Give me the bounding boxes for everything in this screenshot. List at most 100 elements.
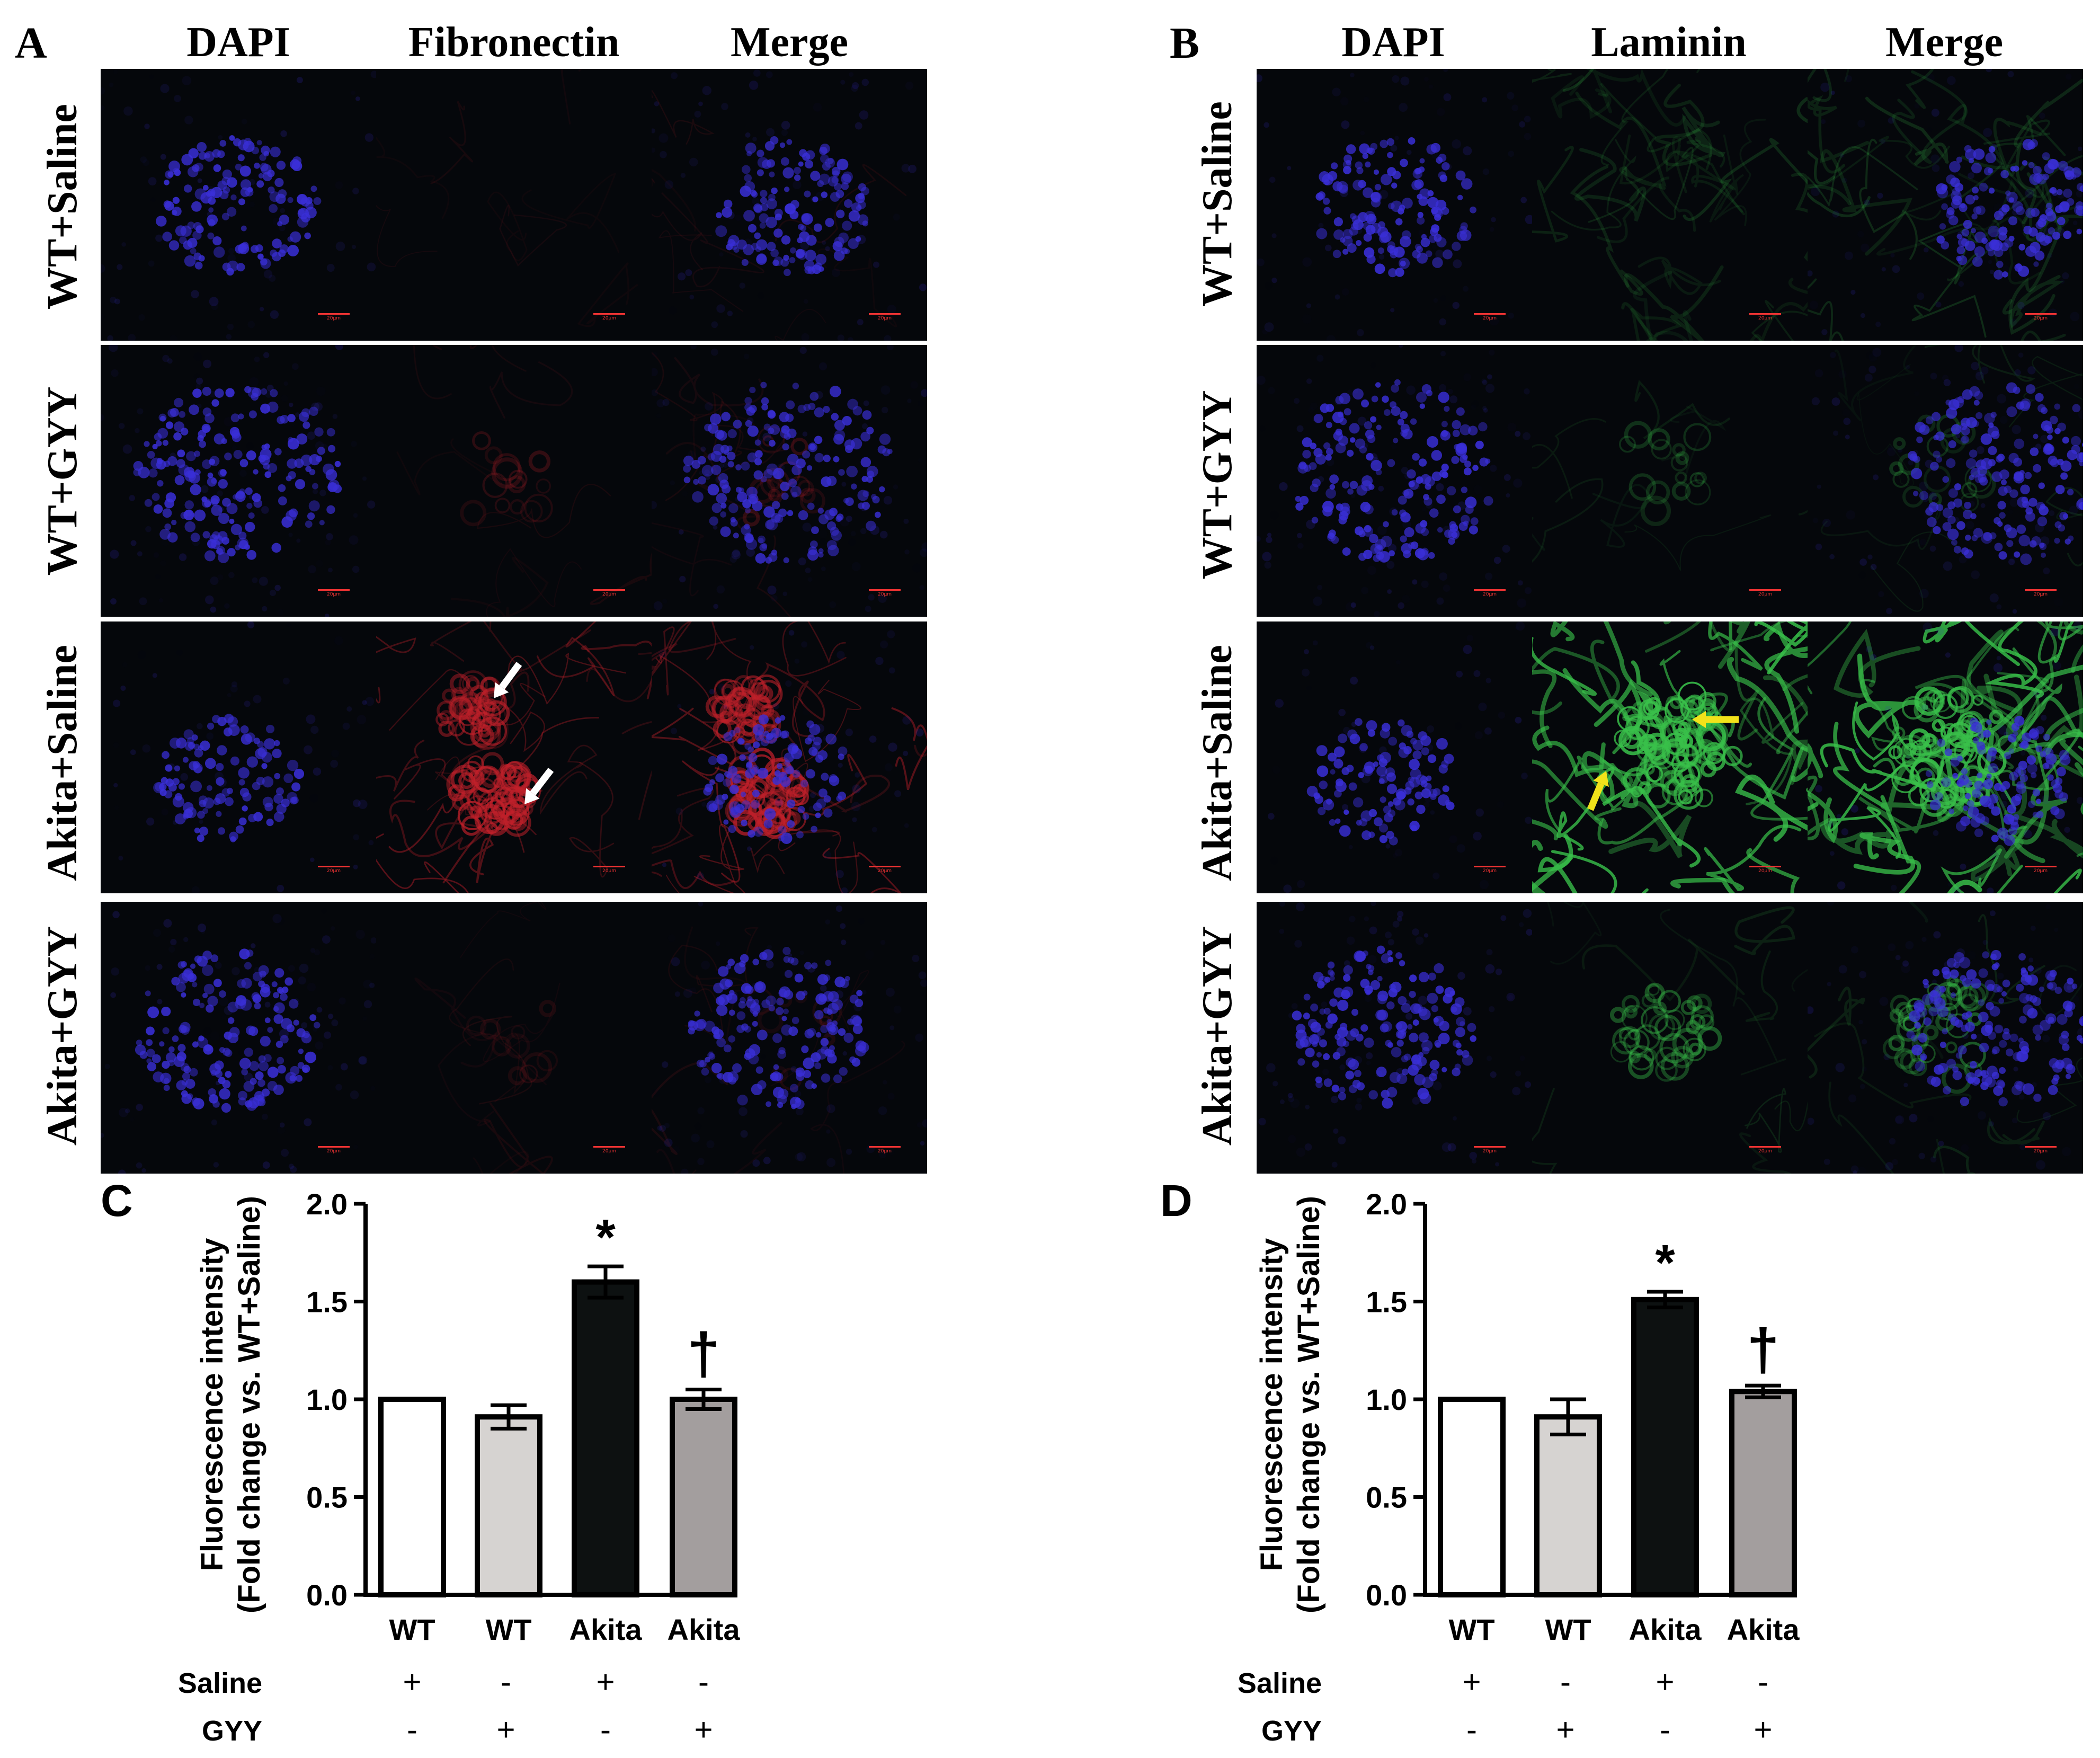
a-image-row: 20μm 20μm 20μm xyxy=(101,621,927,893)
scale-bar-label: 20μm xyxy=(602,316,616,321)
x-tick-label: Akita xyxy=(1629,1613,1702,1646)
b-tile-merge: 20μm xyxy=(1808,69,2083,341)
a-image-row: 20μm 20μm 20μm xyxy=(101,345,927,617)
scale-bar-label: 20μm xyxy=(327,868,341,874)
scale-bar-label: 20μm xyxy=(1758,592,1772,597)
b-image-row: 20μm 20μm 20μm xyxy=(1257,621,2083,893)
condition-mark: + xyxy=(596,1664,615,1700)
a-tile-dapi: 20μm xyxy=(101,621,376,893)
x-tick-label: WT xyxy=(1448,1613,1494,1646)
scale-bar-label: 20μm xyxy=(878,868,892,874)
scale-bar: 20μm xyxy=(593,313,625,326)
panel-b-row-wt-gyy: WT+GYY xyxy=(1194,390,1241,580)
error-bar xyxy=(588,1264,624,1300)
y-tick-label: 0.0 xyxy=(1366,1578,1407,1612)
panel-d-letter: D xyxy=(1160,1176,1193,1226)
scale-bar-label: 20μm xyxy=(1483,592,1497,597)
x-tick-label: Akita xyxy=(570,1613,643,1646)
scale-bar: 20μm xyxy=(318,1146,350,1159)
scale-bar-label: 20μm xyxy=(602,868,616,874)
error-bar xyxy=(491,1403,527,1431)
b-tile-dapi: 20μm xyxy=(1257,69,1532,341)
a-image-row: 20μm 20μm 20μm xyxy=(101,69,927,341)
panel-a-row-akita-gyy: Akita+GYY xyxy=(39,926,86,1146)
a-tile-dapi: 20μm xyxy=(101,69,376,341)
yellow-arrow-icon xyxy=(1587,771,1609,811)
scale-bar-label: 20μm xyxy=(602,592,616,597)
scale-bar: 20μm xyxy=(318,866,350,878)
condition-label-gyy: GYY xyxy=(202,1715,262,1747)
panel-a-col-merge: Merge xyxy=(730,19,849,66)
condition-mark: + xyxy=(1656,1664,1674,1700)
condition-mark: - xyxy=(1660,1712,1670,1747)
scale-bar-label: 20μm xyxy=(2034,1149,2048,1154)
panel-b-col-dapi: DAPI xyxy=(1341,19,1445,66)
scale-bar: 20μm xyxy=(1749,313,1781,326)
scale-bar-label: 20μm xyxy=(602,1149,616,1154)
scale-bar-label: 20μm xyxy=(878,592,892,597)
condition-mark: - xyxy=(600,1712,611,1747)
y-tick-label: 1.0 xyxy=(1366,1383,1407,1416)
b-tile-laminin: 20μm xyxy=(1532,345,1808,617)
chart-c-svg: C 0.0 0.5 1.0 1.5 2.0 Fluorescence intensity (F… xyxy=(101,1176,741,1747)
scale-bar: 20μm xyxy=(869,589,901,602)
condition-mark: + xyxy=(1462,1664,1481,1700)
scale-bar-label: 20μm xyxy=(1758,868,1772,874)
a-tile-fibronectin: 20μm xyxy=(376,902,652,1174)
bar xyxy=(1631,1297,1699,1597)
scale-bar-label: 20μm xyxy=(1483,1149,1497,1154)
b-tile-merge: 20μm xyxy=(1808,902,2083,1174)
scale-bar: 20μm xyxy=(2025,589,2057,602)
scale-bar: 20μm xyxy=(1749,1146,1781,1159)
scale-bar-label: 20μm xyxy=(2034,868,2048,874)
scale-bar: 20μm xyxy=(1474,313,1506,326)
condition-mark: - xyxy=(1560,1664,1571,1700)
condition-label-saline: Saline xyxy=(1238,1667,1322,1699)
a-tile-merge: 20μm xyxy=(652,621,927,893)
scale-bar: 20μm xyxy=(1749,589,1781,602)
y-tick-label: 2.0 xyxy=(1366,1187,1407,1221)
scale-bar-label: 20μm xyxy=(2034,316,2048,321)
a-tile-merge: 20μm xyxy=(652,69,927,341)
scale-bar: 20μm xyxy=(318,589,350,602)
b-image-row: 20μm 20μm 20μm xyxy=(1257,902,2083,1174)
y-tick-label: 0.0 xyxy=(306,1578,348,1612)
y-tick-label: 0.5 xyxy=(306,1481,348,1514)
scale-bar-label: 20μm xyxy=(2034,592,2048,597)
y-axis-label-sub: (Fold change vs. WT+Saline) xyxy=(1292,1196,1326,1613)
a-tile-dapi: 20μm xyxy=(101,902,376,1174)
panel-d-chart: D 0.0 0.5 1.0 1.5 2.0 Fluorescence intensity (F… xyxy=(1060,1166,2100,1758)
scale-bar-label: 20μm xyxy=(878,316,892,321)
b-tile-dapi: 20μm xyxy=(1257,345,1532,617)
panel-b-row-akita-saline: Akita+Saline xyxy=(1194,645,1241,881)
y-axis-label-sub: (Fold change vs. WT+Saline) xyxy=(232,1196,266,1613)
condition-mark: + xyxy=(496,1712,515,1747)
panel-a-col-fibronectin: Fibronectin xyxy=(408,19,620,66)
a-tile-merge: 20μm xyxy=(652,345,927,617)
white-arrow-icon xyxy=(494,662,522,698)
panel-c-letter: C xyxy=(101,1176,133,1226)
a-image-row: 20μm 20μm 20μm xyxy=(101,902,927,1174)
condition-mark: + xyxy=(694,1712,713,1747)
condition-label-gyy: GYY xyxy=(1261,1715,1322,1747)
scale-bar-label: 20μm xyxy=(1483,868,1497,874)
panel-b-col-merge: Merge xyxy=(1885,19,2004,66)
y-tick-label: 1.0 xyxy=(306,1383,348,1416)
x-tick-label: Akita xyxy=(668,1613,741,1646)
condition-label-saline: Saline xyxy=(178,1667,262,1699)
scale-bar: 20μm xyxy=(1749,866,1781,878)
condition-mark: - xyxy=(698,1664,709,1700)
b-image-row: 20μm 20μm 20μm xyxy=(1257,69,2083,341)
condition-mark: - xyxy=(407,1712,417,1747)
b-tile-merge: 20μm xyxy=(1808,621,2083,893)
scale-bar: 20μm xyxy=(1474,866,1506,878)
white-arrow-icon xyxy=(524,768,554,804)
scale-bar-label: 20μm xyxy=(327,1149,341,1154)
x-tick-label: Akita xyxy=(1727,1613,1800,1646)
error-bar xyxy=(1550,1397,1586,1436)
a-tile-dapi: 20μm xyxy=(101,345,376,617)
scale-bar: 20μm xyxy=(869,866,901,878)
b-tile-laminin: 20μm xyxy=(1532,902,1808,1174)
x-tick-label: WT xyxy=(1545,1613,1591,1646)
scale-bar: 20μm xyxy=(318,313,350,326)
